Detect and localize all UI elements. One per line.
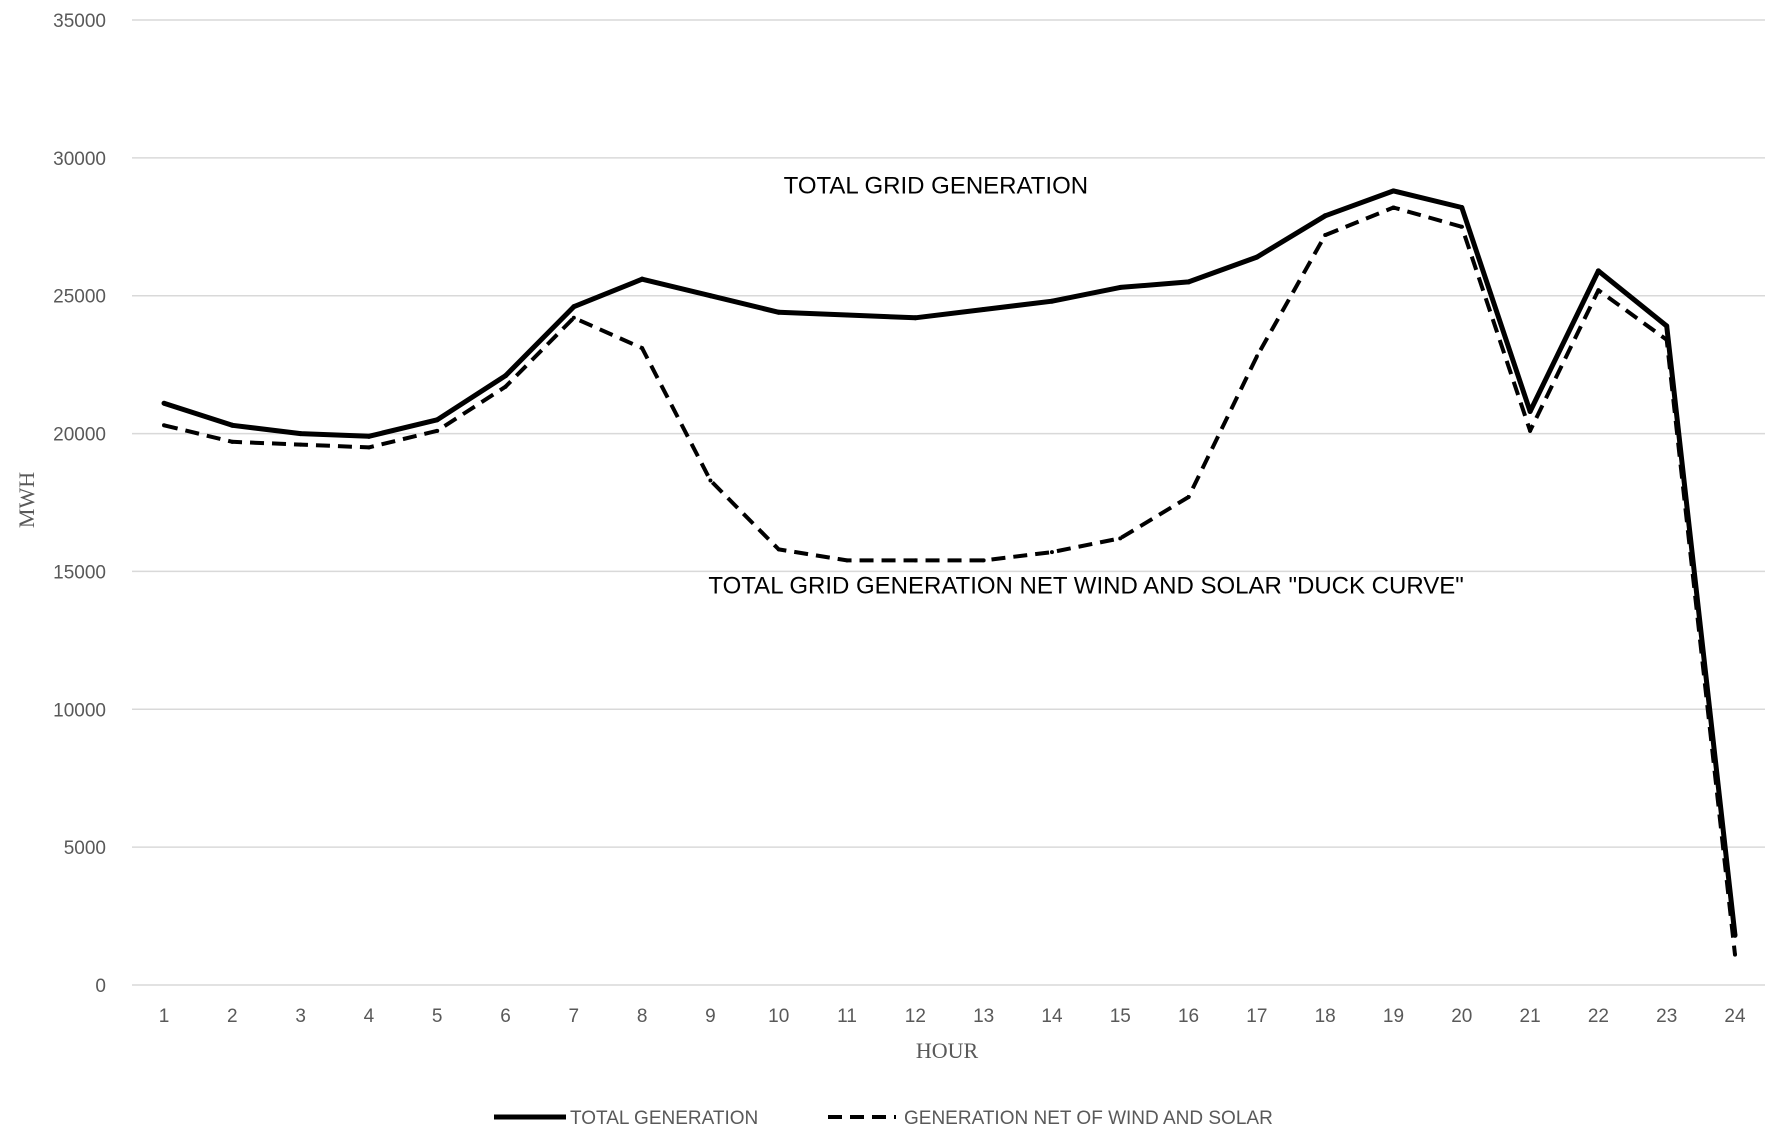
data-point xyxy=(1186,279,1192,285)
x-tick-label: 4 xyxy=(364,1006,375,1027)
x-tick-label: 5 xyxy=(432,1006,443,1027)
data-point xyxy=(1391,205,1396,210)
chart-annotation: TOTAL GRID GENERATION xyxy=(784,173,1088,200)
data-point xyxy=(571,304,577,310)
legend-entry-total-generation: TOTAL GENERATION xyxy=(494,1108,758,1129)
data-point xyxy=(845,558,850,563)
data-point xyxy=(1664,323,1670,329)
y-tick-label: 25000 xyxy=(53,287,106,308)
data-point xyxy=(298,431,304,437)
annotations: TOTAL GRID GENERATION TOTAL GRID GENERATI… xyxy=(708,173,1463,600)
series-lines xyxy=(161,188,1738,957)
x-tick-label: 23 xyxy=(1656,1006,1677,1027)
x-tick-label: 11 xyxy=(837,1006,857,1027)
data-point xyxy=(912,315,918,321)
y-tick-label: 35000 xyxy=(53,11,106,32)
y-axis-title: MWH xyxy=(14,472,39,528)
data-point xyxy=(1254,354,1259,359)
y-tick-label: 10000 xyxy=(53,700,106,721)
y-tick-label: 5000 xyxy=(64,838,106,859)
x-tick-label: 1 xyxy=(159,1006,170,1027)
data-point xyxy=(230,439,235,444)
chart-annotation: TOTAL GRID GENERATION NET WIND AND SOLAR… xyxy=(708,572,1463,599)
x-axis-title: HOUR xyxy=(916,1038,979,1063)
y-tick-label: 15000 xyxy=(53,562,106,583)
x-tick-label: 24 xyxy=(1724,1006,1746,1027)
data-point xyxy=(298,442,303,447)
data-point xyxy=(1459,224,1464,229)
data-point xyxy=(776,547,781,552)
legend-label: GENERATION NET OF WIND AND SOLAR xyxy=(904,1108,1273,1129)
data-point xyxy=(1049,550,1054,555)
net-wind-solar-line xyxy=(163,205,1737,955)
data-point xyxy=(844,312,850,318)
data-point xyxy=(640,346,645,351)
data-point xyxy=(981,558,986,563)
data-point xyxy=(981,307,987,312)
data-point xyxy=(1390,188,1396,194)
data-point xyxy=(1186,494,1191,499)
x-tick-label: 15 xyxy=(1110,1006,1131,1027)
x-tick-label: 13 xyxy=(973,1006,994,1027)
x-tick-label: 16 xyxy=(1178,1006,1199,1027)
total-generation-line xyxy=(163,188,1738,936)
legend: TOTAL GENERATION GENERATION NET OF WIND A… xyxy=(494,1108,1273,1129)
y-tick-label: 0 xyxy=(95,976,106,997)
data-point xyxy=(776,309,782,315)
x-tick-label: 19 xyxy=(1383,1006,1404,1027)
data-point xyxy=(366,433,372,439)
x-tick-label: 6 xyxy=(500,1006,511,1027)
legend-label: TOTAL GENERATION xyxy=(570,1108,758,1129)
data-point xyxy=(1118,536,1123,541)
data-point xyxy=(1733,952,1737,957)
data-point xyxy=(708,478,713,483)
data-point xyxy=(434,417,440,423)
y-tick-labels: 0 5000 10000 15000 20000 25000 30000 35000 xyxy=(53,11,106,997)
x-tick-label: 21 xyxy=(1520,1006,1541,1027)
data-point xyxy=(1664,337,1669,342)
gridlines xyxy=(132,19,1765,986)
series-total-generation xyxy=(161,188,1738,938)
x-tick-label: 10 xyxy=(768,1006,789,1027)
y-tick-label: 20000 xyxy=(53,425,106,446)
data-point xyxy=(229,422,235,428)
data-point xyxy=(503,373,509,379)
data-point xyxy=(1322,213,1328,219)
x-tick-label: 12 xyxy=(905,1006,926,1027)
x-tick-label: 22 xyxy=(1588,1006,1609,1027)
data-point xyxy=(913,558,918,563)
data-point xyxy=(435,428,440,433)
data-point xyxy=(1323,233,1328,238)
data-point xyxy=(161,400,167,406)
x-tick-label: 18 xyxy=(1315,1006,1336,1027)
x-tick-label: 7 xyxy=(569,1006,580,1027)
x-tick-label: 2 xyxy=(227,1006,238,1027)
data-point xyxy=(707,293,713,299)
y-tick-label: 30000 xyxy=(53,149,106,170)
data-point xyxy=(1459,204,1465,210)
x-tick-label: 9 xyxy=(705,1006,716,1027)
data-point xyxy=(1596,288,1601,293)
data-point xyxy=(503,384,508,389)
data-point xyxy=(1117,284,1123,290)
data-point xyxy=(1528,428,1533,433)
data-point xyxy=(639,276,645,282)
x-tick-label: 3 xyxy=(295,1006,306,1027)
data-point xyxy=(1254,254,1260,260)
data-point xyxy=(366,445,371,450)
data-point xyxy=(1049,298,1055,304)
x-tick-label: 8 xyxy=(637,1006,648,1027)
data-point xyxy=(1595,268,1601,274)
legend-entry-net-wind-solar: GENERATION NET OF WIND AND SOLAR xyxy=(828,1108,1273,1129)
data-point xyxy=(571,315,576,320)
x-tick-label: 17 xyxy=(1246,1006,1267,1027)
x-tick-label: 20 xyxy=(1451,1006,1472,1027)
x-tick-label: 14 xyxy=(1041,1006,1063,1027)
series-net-wind-solar xyxy=(162,205,1737,957)
data-point xyxy=(162,423,166,428)
x-tick-labels: 1 2 3 4 5 6 7 8 9 10 11 12 13 14 15 16 17 18 19 20 21 22 23 24 xyxy=(159,1006,1746,1027)
data-point xyxy=(1527,409,1533,415)
